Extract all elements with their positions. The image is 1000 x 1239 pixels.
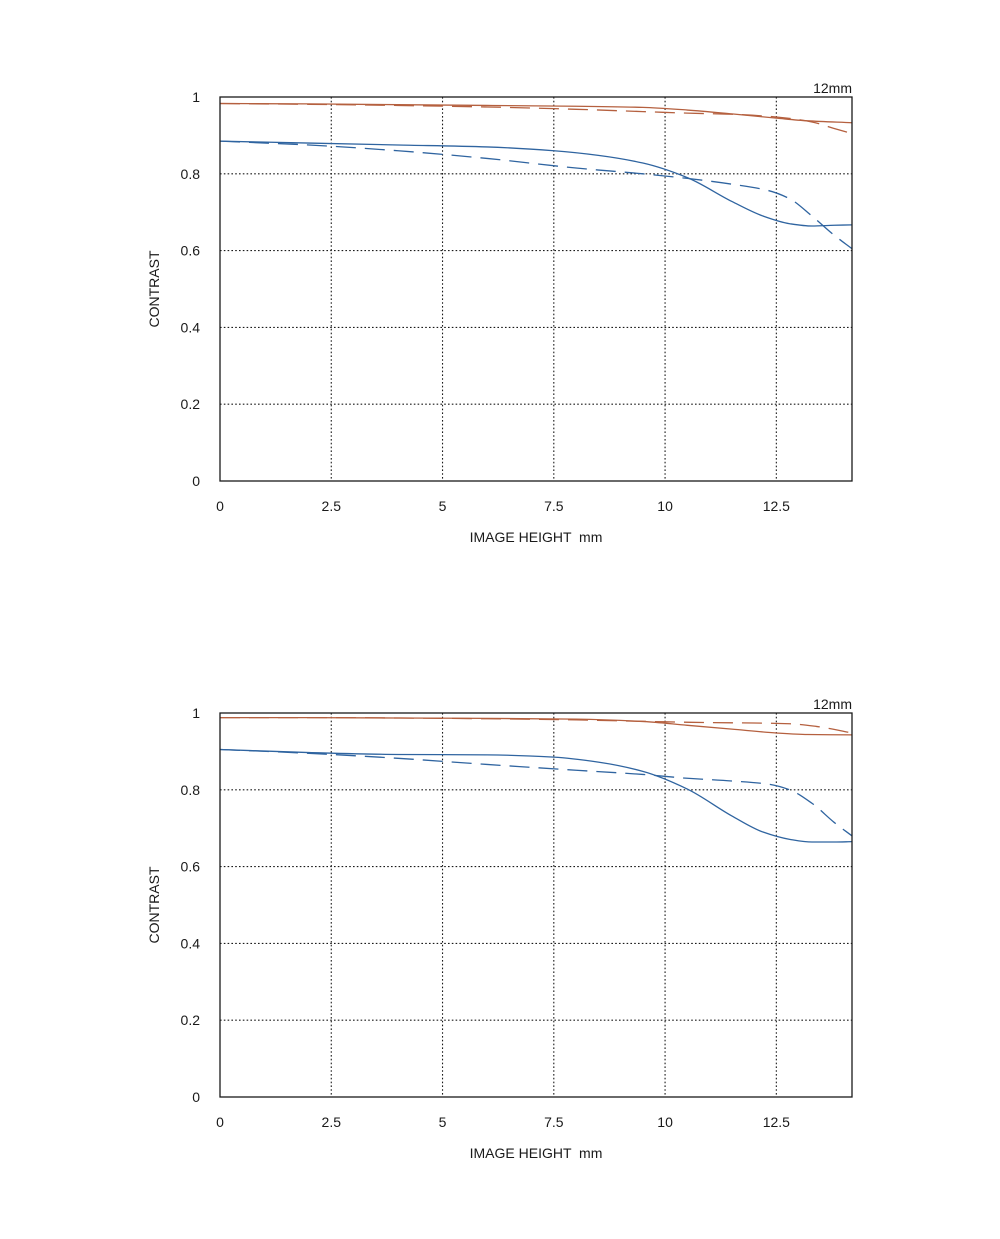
y-tick-label: 0.2 — [181, 1012, 201, 1028]
y-tick-label: 0.8 — [181, 166, 201, 182]
x-tick-label: 0 — [216, 1114, 224, 1130]
y-tick-label: 0.4 — [181, 935, 201, 951]
y-tick-label: 0.6 — [181, 243, 201, 259]
x-tick-label: 12.5 — [763, 498, 790, 514]
series-line-2-solid — [219, 140, 853, 227]
y-axis-label: CONTRAST — [146, 866, 162, 943]
y-tick-label: 0.2 — [181, 396, 201, 412]
series-line-1-dashed — [220, 716, 853, 734]
x-tick-label: 12.5 — [763, 1114, 790, 1130]
x-tick-label: 5 — [439, 498, 447, 514]
y-tick-label: 0 — [192, 473, 200, 489]
series-line-1-dashed — [219, 102, 853, 135]
x-tick-label: 10 — [657, 1114, 673, 1130]
mtf-chart-bottom: 0 2.5 5 7.5 10 12.5 0 0.2 0.4 0.6 0.8 1 12mm IMAGE HE… — [146, 696, 853, 1161]
y-tick-label: 0 — [192, 1089, 200, 1105]
x-axis-label: IMAGE HEIGHT mm — [470, 1145, 603, 1161]
x-tick-label: 2.5 — [322, 498, 342, 514]
y-tick-label: 0.4 — [181, 319, 201, 335]
x-tick-label: 7.5 — [544, 1114, 564, 1130]
y-tick-label: 1 — [192, 705, 200, 721]
series-line-3-dashed — [219, 748, 853, 837]
x-tick-label: 7.5 — [544, 498, 564, 514]
x-tick-label: 5 — [439, 1114, 447, 1130]
focal-length-label: 12mm — [813, 696, 852, 712]
series-line-3-dashed — [219, 140, 853, 250]
mtf-chart-top: 0 2.5 5 7.5 10 12.5 0 0.2 0.4 0.6 0.8 1 12mm IMAGE HE… — [146, 80, 853, 545]
x-tick-label: 0 — [216, 498, 224, 514]
x-tick-label: 2.5 — [322, 1114, 342, 1130]
y-tick-label: 1 — [192, 89, 200, 105]
y-tick-label: 0.6 — [181, 859, 201, 875]
series-line-0-solid — [219, 102, 853, 124]
focal-length-label: 12mm — [813, 80, 852, 96]
x-tick-label: 10 — [657, 498, 673, 514]
series-line-0-solid — [220, 716, 853, 736]
y-tick-label: 0.8 — [181, 782, 201, 798]
plot-frame — [219, 96, 853, 482]
series-line-2-solid — [219, 748, 853, 843]
x-axis-label: IMAGE HEIGHT mm — [470, 529, 603, 545]
y-axis-label: CONTRAST — [146, 250, 162, 327]
plot-frame — [219, 712, 853, 1098]
